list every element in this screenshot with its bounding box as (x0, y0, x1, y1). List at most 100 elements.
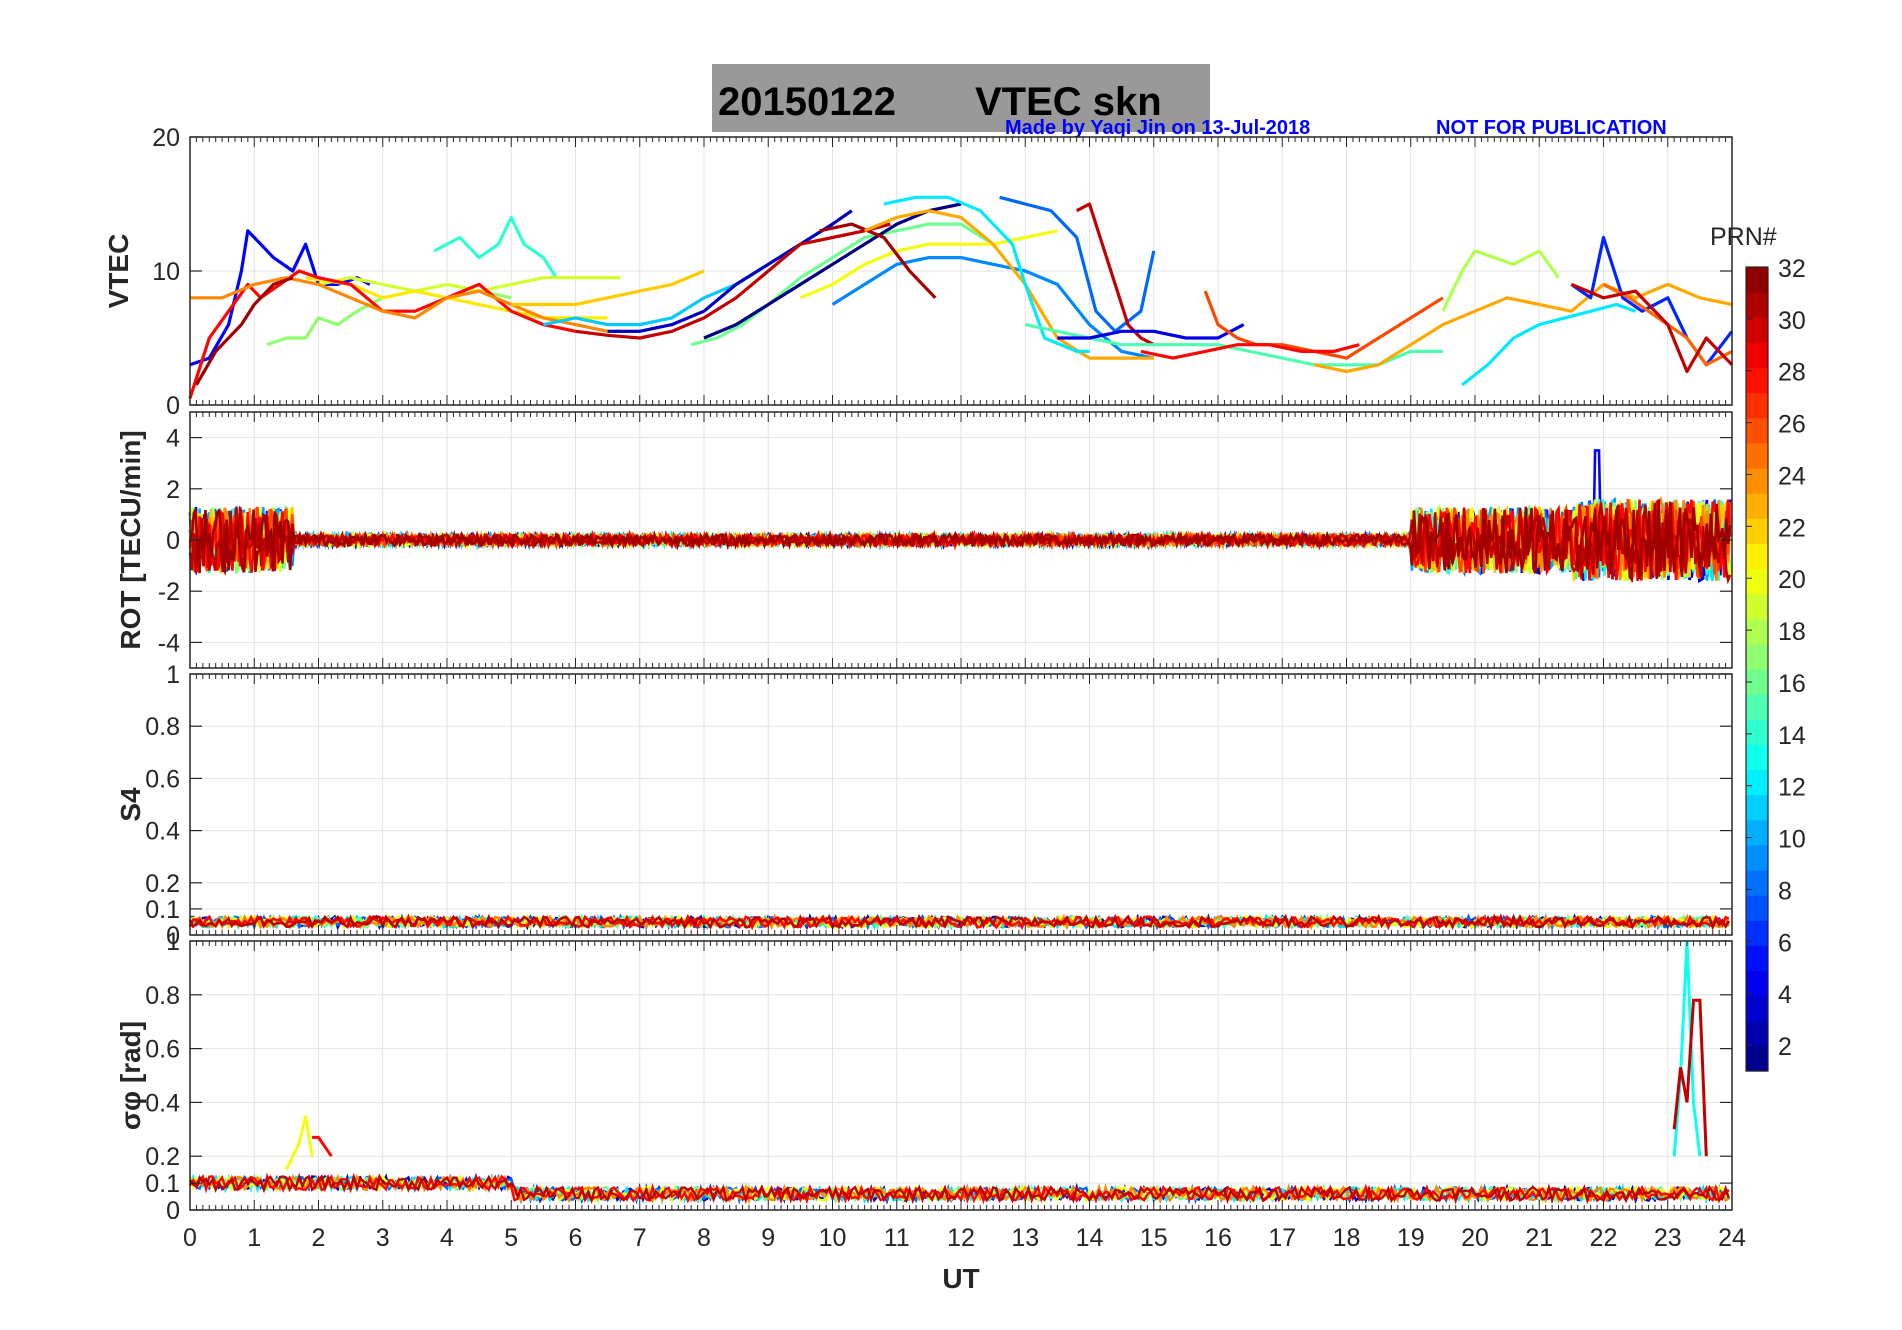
colorbar-tick-label: 2 (1778, 1033, 1792, 1061)
x-tick-label: 24 (1718, 1224, 1746, 1252)
colorbar-band (1746, 292, 1768, 318)
series-line-prn-4 (1057, 323, 1245, 340)
x-tick-label: 4 (440, 1224, 454, 1252)
y-tick-label: 4 (166, 425, 180, 453)
series-line-prn-8 (999, 195, 1156, 333)
colorbar-band (1746, 442, 1768, 469)
x-tick-label: 22 (1590, 1224, 1618, 1252)
x-tick-label: 5 (504, 1224, 518, 1252)
colorbar-band (1746, 342, 1768, 369)
x-tick-label: 15 (1140, 1224, 1168, 1252)
series-line-prn-12 (1461, 302, 1637, 387)
colorbar-band (1746, 267, 1768, 293)
x-tick-label: 13 (1011, 1224, 1039, 1252)
x-axis-label: UT (942, 1263, 979, 1294)
x-tick-label: 21 (1525, 1224, 1553, 1252)
series-line-prn-28 (1140, 343, 1360, 360)
y-tick-label: 0.2 (145, 870, 180, 898)
y-tick-label: 0.4 (145, 818, 180, 846)
colorbar-band (1746, 618, 1768, 645)
colorbar-band (1746, 870, 1768, 896)
series-line-prn-30 (575, 222, 891, 340)
x-tick-label: 0 (183, 1224, 197, 1252)
colorbar-frame (1745, 266, 1769, 1072)
peak-line-prn-30 (1672, 998, 1708, 1157)
colorbar-tick-label: 22 (1778, 514, 1806, 542)
colorbar-band (1746, 669, 1768, 695)
x-tick-label: 3 (376, 1224, 390, 1252)
panel-1: 0 10 20 VTEC (103, 124, 1734, 420)
colorbar-tick-label: 28 (1778, 359, 1806, 387)
series-line-prn-31 (819, 222, 937, 299)
y-tick-label: 0.8 (145, 713, 180, 741)
series-line-prn-18 (1441, 249, 1560, 312)
colorbar-band (1746, 844, 1768, 871)
colorbar-tick-label: 30 (1778, 307, 1806, 335)
x-tick-label: 14 (1076, 1224, 1104, 1252)
y-tick-label: 10 (152, 258, 180, 286)
y-tick-label: 2 (166, 476, 180, 504)
colorbar-band (1746, 367, 1768, 394)
y-tick-label: 0.8 (145, 982, 180, 1010)
colorbar-band (1746, 1020, 1768, 1047)
series-line-prn-16 (690, 222, 994, 347)
peak-line-prn-20 (285, 1115, 314, 1171)
series-line-prn-14 (433, 215, 558, 279)
y-tick-label: 0.6 (145, 765, 180, 793)
series-group (188, 449, 1732, 585)
x-tick-label: 9 (761, 1224, 775, 1252)
colorbar-tick-label: 10 (1778, 826, 1806, 854)
peak-line-prn-28 (312, 1135, 333, 1158)
series-line-prn-23 (1314, 282, 1733, 374)
y-tick-label: 1 (166, 661, 180, 689)
colorbar-band (1746, 719, 1768, 745)
x-tick-label: 23 (1654, 1224, 1682, 1252)
y-tick-label: 0 (166, 922, 180, 950)
colorbar-band (1746, 819, 1768, 846)
colorbar-tick-label: 26 (1778, 411, 1806, 439)
colorbar-tick-label: 4 (1778, 981, 1792, 1009)
x-tick-label: 11 (884, 1224, 910, 1252)
colorbar-band (1746, 895, 1768, 921)
colorbar-band (1746, 995, 1768, 1022)
y-tick-label: 0.1 (145, 896, 180, 924)
series-line-prn-9 (831, 256, 1155, 360)
series-line-prn-31 (195, 276, 294, 386)
y-axis-label: S4 (115, 787, 146, 822)
colorbar-band (1746, 493, 1768, 519)
series-line-prn-12 (883, 195, 1090, 353)
x-tick-label: 8 (697, 1224, 711, 1252)
colorbar-band (1746, 518, 1768, 544)
x-tick-label: 2 (312, 1224, 326, 1252)
title-box: 20150122 VTEC skn (712, 64, 1210, 132)
colorbar-band (1746, 417, 1768, 444)
colorbar-tick-label: 32 (1778, 255, 1806, 283)
colorbar-band (1746, 920, 1768, 946)
x-tick-label: 1 (247, 1224, 261, 1252)
series-group (188, 940, 1730, 1206)
colorbar-label: PRN# (1710, 223, 1777, 251)
series-line-prn-22 (511, 269, 705, 307)
colorbar-band (1746, 970, 1768, 997)
x-tick-label: 6 (569, 1224, 583, 1252)
colorbar-band (1746, 568, 1768, 595)
x-tick-label: 20 (1461, 1224, 1489, 1252)
series-group (188, 912, 1730, 931)
x-tick-label: 12 (947, 1224, 975, 1252)
series-line-prn-5 (189, 229, 371, 367)
series-line-prn-19 (318, 276, 621, 293)
series-line-prn-30 (1075, 202, 1155, 347)
colorbar-band (1746, 794, 1768, 821)
colorbar-tick-label: 12 (1778, 774, 1806, 802)
colorbar-band (1746, 769, 1768, 796)
colorbar-band (1746, 1045, 1768, 1072)
series-line-prn-31 (188, 499, 1732, 583)
x-tick-label: 7 (633, 1224, 647, 1252)
y-tick-label: 0.4 (145, 1089, 180, 1117)
panel-2: -4 -2 0 2 4 ROT [TECU/min] (115, 411, 1733, 669)
title-name: VTEC skn (975, 80, 1162, 124)
